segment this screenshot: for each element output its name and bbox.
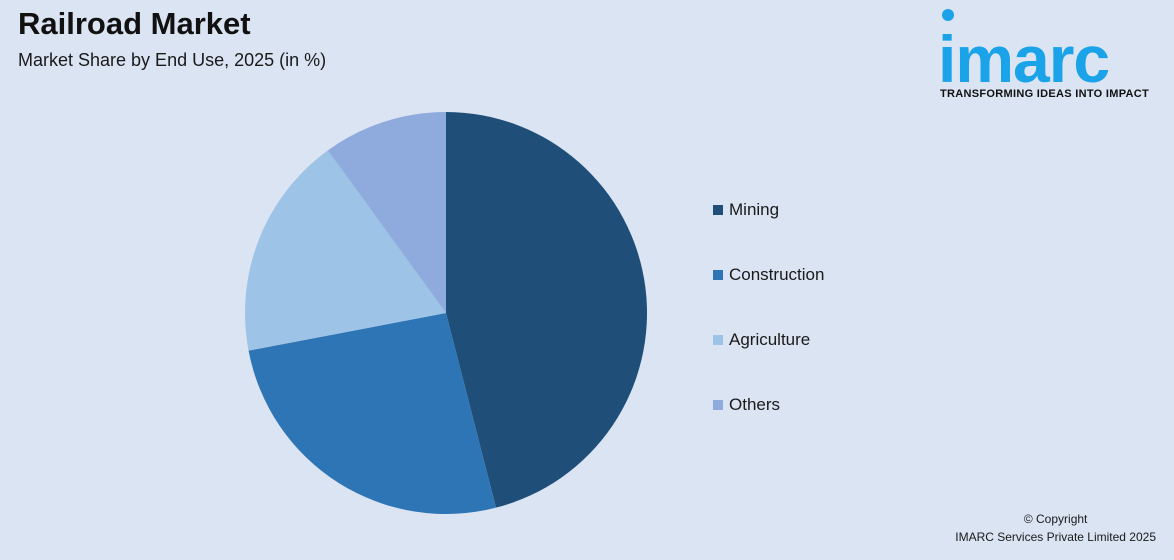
legend-label: Construction (729, 265, 825, 284)
pie-slice-agriculture (245, 150, 446, 351)
chart-title: Railroad Market (18, 6, 251, 41)
legend-swatch (713, 270, 723, 280)
legend-swatch (713, 335, 723, 345)
copyright: © Copyright IMARC Services Private Limit… (955, 510, 1156, 546)
legend-swatch (713, 400, 723, 410)
imarc-logo: imarc (934, 4, 1166, 104)
chart-subtitle: Market Share by End Use, 2025 (in %) (18, 50, 327, 70)
legend-label: Mining (729, 200, 780, 219)
pie-slice-construction (248, 313, 496, 514)
imarc-logo-wordmark: imarc (938, 9, 1110, 88)
legend-swatch (713, 205, 723, 215)
pie-slice-mining (446, 112, 647, 508)
logo-text: imarc (938, 22, 1109, 88)
copyright-line-1: © Copyright (1023, 512, 1088, 526)
legend-label: Others (729, 395, 781, 414)
legend-label: Agriculture (729, 330, 811, 349)
pie-slice-others (327, 112, 446, 313)
logo-tagline: TRANSFORMING IDEAS INTO IMPACT (940, 88, 1150, 100)
pie-slices (245, 112, 647, 514)
copyright-line-2: IMARC Services Private Limited 2025 (955, 530, 1156, 544)
